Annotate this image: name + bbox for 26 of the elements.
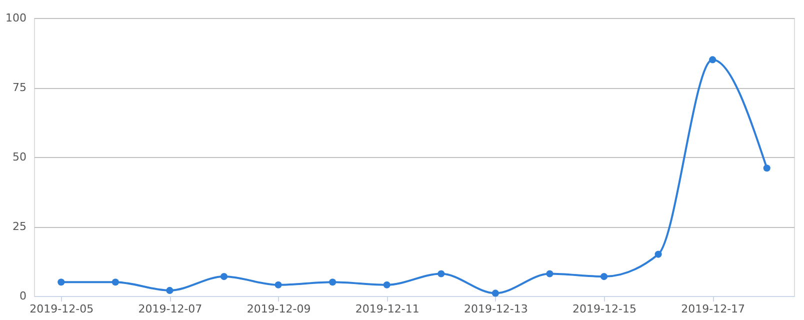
y-tick-label: 100 xyxy=(6,12,26,24)
y-tick-label: 50 xyxy=(12,150,26,164)
point xyxy=(58,278,65,286)
point xyxy=(492,290,499,297)
point xyxy=(112,278,119,286)
point xyxy=(763,164,770,172)
point xyxy=(274,281,282,288)
y-tick-label: 75 xyxy=(12,81,26,94)
x-tick-label: 2019-12-17 xyxy=(681,302,746,316)
point xyxy=(166,286,174,294)
x-tick-label: 2019-12-13 xyxy=(464,302,528,316)
point xyxy=(600,273,608,280)
y-tick-label: 0 xyxy=(20,290,26,302)
x-tick-label: 2019-12-05 xyxy=(30,302,94,316)
x-tick-label: 2019-12-15 xyxy=(572,302,636,316)
x-tick-label: 2019-12-11 xyxy=(355,302,420,316)
point xyxy=(383,281,390,288)
point xyxy=(709,56,716,64)
point xyxy=(438,270,445,278)
y-tick-label: 25 xyxy=(12,220,26,233)
point xyxy=(654,250,662,258)
point xyxy=(220,273,228,280)
point xyxy=(546,270,554,278)
point xyxy=(329,278,336,286)
x-tick-label: 2019-12-07 xyxy=(138,302,202,316)
x-tick-label: 2019-12-09 xyxy=(246,302,311,316)
